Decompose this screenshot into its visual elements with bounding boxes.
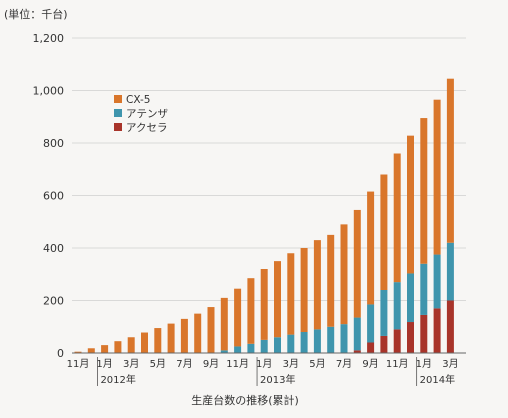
bar-segment <box>274 337 281 353</box>
bar-segment <box>313 329 321 353</box>
bar-segment <box>234 346 242 353</box>
bar-segment <box>407 135 414 274</box>
bar-segment <box>446 300 454 353</box>
x-tick-label: 9月 <box>362 358 378 370</box>
legend-swatch <box>114 123 122 131</box>
bar-segment <box>433 254 441 309</box>
x-tick-label: 1月 <box>416 358 432 370</box>
bar-segment <box>407 322 414 353</box>
y-tick-label: 1,200 <box>33 32 65 45</box>
x-tick-label: 5月 <box>150 358 166 370</box>
year-label: 2012年 <box>100 373 135 386</box>
bar-segment <box>274 261 281 338</box>
bar-segment <box>127 337 135 353</box>
x-tick-label: 7月 <box>336 358 352 370</box>
bar-segment <box>260 339 268 353</box>
y-tick-label: 0 <box>57 347 64 360</box>
bar-segment <box>114 341 122 353</box>
bar-segment <box>433 99 441 255</box>
x-tick-label: 9月 <box>203 358 219 370</box>
bar-segment <box>287 253 295 335</box>
bar-segment <box>353 209 361 318</box>
bar-segment <box>207 307 215 353</box>
bar-segment <box>194 313 202 353</box>
legend-label: CX-5 <box>126 94 150 106</box>
y-tick-label: 200 <box>43 295 64 308</box>
bars <box>74 78 454 353</box>
bar-segment <box>353 350 361 353</box>
bar-segment <box>101 345 109 353</box>
bar-segment <box>353 317 361 351</box>
bar-segment <box>287 334 295 353</box>
legend-label: アクセラ <box>126 122 167 134</box>
bar-segment <box>380 174 388 290</box>
x-tick-label: 7月 <box>176 358 192 370</box>
bar-segment <box>167 323 175 353</box>
bar-segment <box>393 282 401 330</box>
bar-segment <box>141 332 148 353</box>
bar-segment <box>420 314 428 353</box>
legend-swatch <box>114 109 122 117</box>
bar-segment <box>393 153 401 283</box>
bar-segment <box>300 248 308 332</box>
y-tick-label: 800 <box>43 137 64 150</box>
axes: 0 200 400 600 800 1,000 1,200 11月 1月 3月 5月 7月 9月 11月 1… <box>33 32 466 386</box>
bar-segment <box>380 290 388 336</box>
x-tick-label: 3月 <box>442 358 458 370</box>
bar-segment <box>247 343 255 353</box>
y-tick-label: 1,000 <box>33 85 65 98</box>
bar-segment <box>327 326 335 353</box>
x-tick-label: 5月 <box>309 358 325 370</box>
bar-segment <box>446 242 454 301</box>
bar-segment <box>380 335 388 353</box>
legend-label: アテンザ <box>126 108 168 120</box>
legend-swatch <box>114 95 122 103</box>
x-tick-label: 11月 <box>386 358 409 370</box>
bar-segment <box>367 191 375 305</box>
bar-segment <box>327 234 335 327</box>
bar-segment <box>220 350 228 353</box>
bar-segment <box>446 78 454 243</box>
bar-segment <box>313 240 321 330</box>
year-label: 2013年 <box>260 373 295 386</box>
x-tick-label: 1月 <box>96 358 112 370</box>
x-tick-label: 3月 <box>283 358 299 370</box>
x-tick-label: 3月 <box>123 358 139 370</box>
bar-segment <box>74 351 82 353</box>
x-tick-label: 11月 <box>226 358 249 370</box>
bar-segment <box>367 342 375 353</box>
y-tick-label: 400 <box>43 242 64 255</box>
grid <box>72 37 466 301</box>
bar-segment <box>340 224 348 325</box>
bar-segment <box>420 118 428 264</box>
x-axis-title: 生産台数の推移(累計) <box>191 393 299 407</box>
bar-segment <box>367 304 375 343</box>
bar-segment <box>234 288 242 347</box>
bar-segment <box>300 332 308 353</box>
y-tick-label: 600 <box>43 190 64 203</box>
year-label: 2014年 <box>420 373 455 386</box>
bar-segment <box>154 328 162 353</box>
bar-segment <box>247 278 255 344</box>
bar-segment <box>87 348 95 353</box>
bar-segment <box>393 329 401 353</box>
bar-segment <box>260 269 268 340</box>
x-tick-label: 1月 <box>256 358 272 370</box>
bar-segment <box>420 263 428 315</box>
bar-segment <box>433 308 441 353</box>
unit-label: (単位：千台) <box>4 7 68 21</box>
bar-segment <box>407 273 414 323</box>
x-tick-label: 11月 <box>67 358 90 370</box>
bar-segment <box>340 324 348 353</box>
bar-segment <box>180 318 188 353</box>
bar-segment <box>220 297 228 351</box>
